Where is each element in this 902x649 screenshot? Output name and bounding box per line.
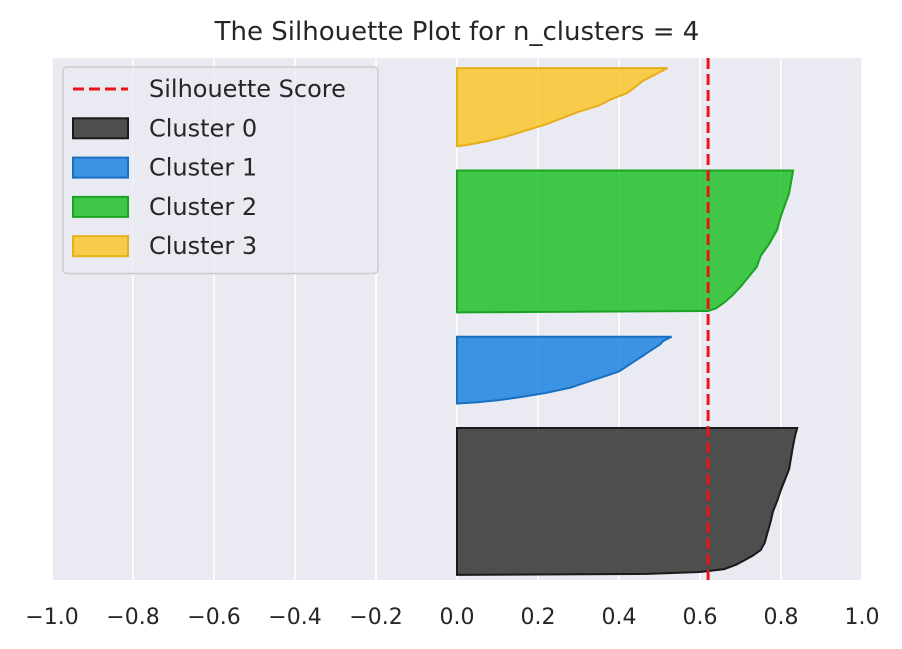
x-tick-label: 0.4 bbox=[602, 605, 637, 630]
cluster-area-1 bbox=[456, 335, 673, 405]
x-tick-label: −0.4 bbox=[268, 605, 321, 630]
x-tick-label: 0.2 bbox=[521, 605, 556, 630]
legend-label-silhouette-score: Silhouette Score bbox=[149, 75, 346, 103]
legend-swatch-cluster-2 bbox=[72, 195, 129, 218]
legend-swatch-cluster-1 bbox=[72, 156, 129, 179]
x-tick-label: −0.6 bbox=[187, 605, 240, 630]
x-tick-label: 0.6 bbox=[683, 605, 718, 630]
legend-label-cluster-0: Cluster 0 bbox=[149, 114, 257, 142]
chart-title: The Silhouette Plot for n_clusters = 4 bbox=[214, 17, 700, 47]
x-tick-label: −1.0 bbox=[25, 605, 78, 630]
x-tick-label: −0.8 bbox=[106, 605, 159, 630]
x-tick-label: 0.8 bbox=[764, 605, 799, 630]
legend-swatch-cluster-3 bbox=[72, 235, 129, 258]
legend-label-cluster-2: Cluster 2 bbox=[149, 193, 257, 221]
legend-box bbox=[62, 66, 379, 275]
legend-label-cluster-1: Cluster 1 bbox=[149, 154, 257, 182]
x-tick-label: 0.0 bbox=[440, 605, 475, 630]
legend: Silhouette Score Cluster 0 Cluster 1 Cluste… bbox=[62, 66, 379, 275]
cluster-area-0 bbox=[456, 427, 799, 576]
legend-swatch-cluster-0 bbox=[72, 117, 129, 140]
x-tick-label: 1.0 bbox=[845, 605, 880, 630]
x-axis-ticks: −1.0 −0.8 −0.6 −0.4 −0.2 0.0 0.2 0.4 0.6 0.8 1.0 bbox=[25, 605, 879, 630]
legend-label-cluster-3: Cluster 3 bbox=[149, 232, 257, 260]
x-tick-label: −0.2 bbox=[349, 605, 402, 630]
cluster-area-3 bbox=[456, 67, 669, 148]
